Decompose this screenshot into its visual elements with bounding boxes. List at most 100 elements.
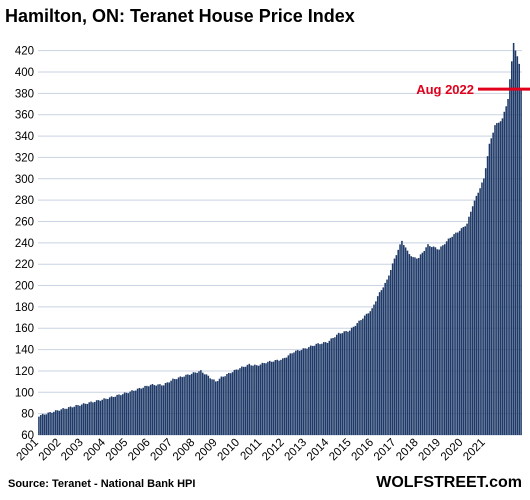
bar xyxy=(282,358,284,435)
bar xyxy=(332,337,334,435)
bar xyxy=(414,257,416,435)
y-tick-label: 240 xyxy=(15,238,34,250)
bar xyxy=(430,247,433,435)
annotation: Aug 2022 xyxy=(416,82,530,97)
bar xyxy=(324,342,327,435)
bar xyxy=(360,320,362,435)
bar xyxy=(62,408,64,435)
bar xyxy=(172,378,174,435)
bar xyxy=(250,365,252,435)
x-tick-label: 2021 xyxy=(461,437,488,464)
bar xyxy=(499,121,502,435)
bar xyxy=(334,337,336,435)
bar xyxy=(442,245,444,435)
bar xyxy=(397,249,399,435)
bar xyxy=(151,383,154,435)
bar xyxy=(337,332,340,435)
bar xyxy=(153,385,156,435)
bar xyxy=(328,340,331,435)
bar xyxy=(295,350,297,435)
bar xyxy=(432,246,435,435)
bar xyxy=(510,61,513,436)
bar xyxy=(336,334,338,435)
bar xyxy=(239,368,241,435)
x-tick-label: 2002 xyxy=(37,437,64,464)
bar xyxy=(341,333,344,435)
bar xyxy=(302,348,305,435)
bar xyxy=(429,246,431,435)
bar xyxy=(216,381,219,435)
bar xyxy=(67,407,70,435)
bar xyxy=(64,408,66,435)
x-tick-label: 2001 xyxy=(14,437,41,464)
bar xyxy=(129,391,131,435)
y-tick-label: 260 xyxy=(15,216,34,228)
bar xyxy=(244,366,247,435)
bar xyxy=(241,366,243,435)
x-tick-label: 2019 xyxy=(417,437,444,464)
bar xyxy=(220,376,223,435)
bar xyxy=(460,228,463,435)
bar xyxy=(79,405,81,435)
bar xyxy=(453,234,455,435)
bar xyxy=(140,388,143,435)
bar xyxy=(69,406,72,435)
bar xyxy=(147,386,150,435)
bar xyxy=(289,353,292,435)
y-tick-label: 380 xyxy=(15,88,34,100)
bar xyxy=(224,376,226,435)
bar xyxy=(267,361,269,435)
bar xyxy=(300,350,303,435)
bar xyxy=(371,308,373,435)
bar xyxy=(268,360,271,435)
bar xyxy=(443,244,446,435)
bar xyxy=(293,352,295,435)
bar xyxy=(75,405,77,435)
bar xyxy=(274,360,277,435)
bar xyxy=(520,89,522,435)
bar xyxy=(464,226,466,435)
bar xyxy=(107,399,109,435)
bar xyxy=(473,200,476,435)
bar xyxy=(345,330,347,435)
bar xyxy=(82,403,85,435)
bar xyxy=(319,344,321,435)
bar xyxy=(174,379,176,435)
bar xyxy=(38,416,40,435)
bar xyxy=(352,326,355,435)
bar xyxy=(194,372,197,435)
bar xyxy=(127,393,130,435)
bar xyxy=(484,168,487,435)
bar xyxy=(468,216,470,435)
bar xyxy=(168,382,171,435)
bar xyxy=(252,365,254,435)
bar xyxy=(419,254,422,435)
x-tick-label: 2010 xyxy=(216,437,243,464)
bar xyxy=(404,247,407,435)
bar xyxy=(298,350,301,435)
y-tick-label: 400 xyxy=(15,67,34,79)
bar xyxy=(386,279,388,435)
y-tick-label: 300 xyxy=(15,174,34,186)
bar xyxy=(403,245,405,435)
bar xyxy=(51,412,53,435)
source-note: Source: Teranet - National Bank HPI xyxy=(8,478,196,490)
bar xyxy=(112,397,115,435)
bar xyxy=(389,270,392,435)
bar xyxy=(382,287,385,435)
bar xyxy=(161,385,163,435)
x-tick-label: 2016 xyxy=(350,437,377,464)
y-tick-label: 320 xyxy=(15,152,34,164)
bar xyxy=(246,364,249,435)
bar xyxy=(162,385,165,435)
bar xyxy=(71,407,74,435)
x-tick-label: 2012 xyxy=(260,437,287,464)
bar xyxy=(395,255,398,435)
bar xyxy=(228,372,230,435)
x-tick-label: 2018 xyxy=(394,437,421,464)
bar xyxy=(201,372,204,435)
chart-title: Hamilton, ON: Teranet House Price Index xyxy=(5,6,355,26)
bar xyxy=(483,178,485,435)
bar xyxy=(175,379,178,435)
bar xyxy=(475,195,478,435)
